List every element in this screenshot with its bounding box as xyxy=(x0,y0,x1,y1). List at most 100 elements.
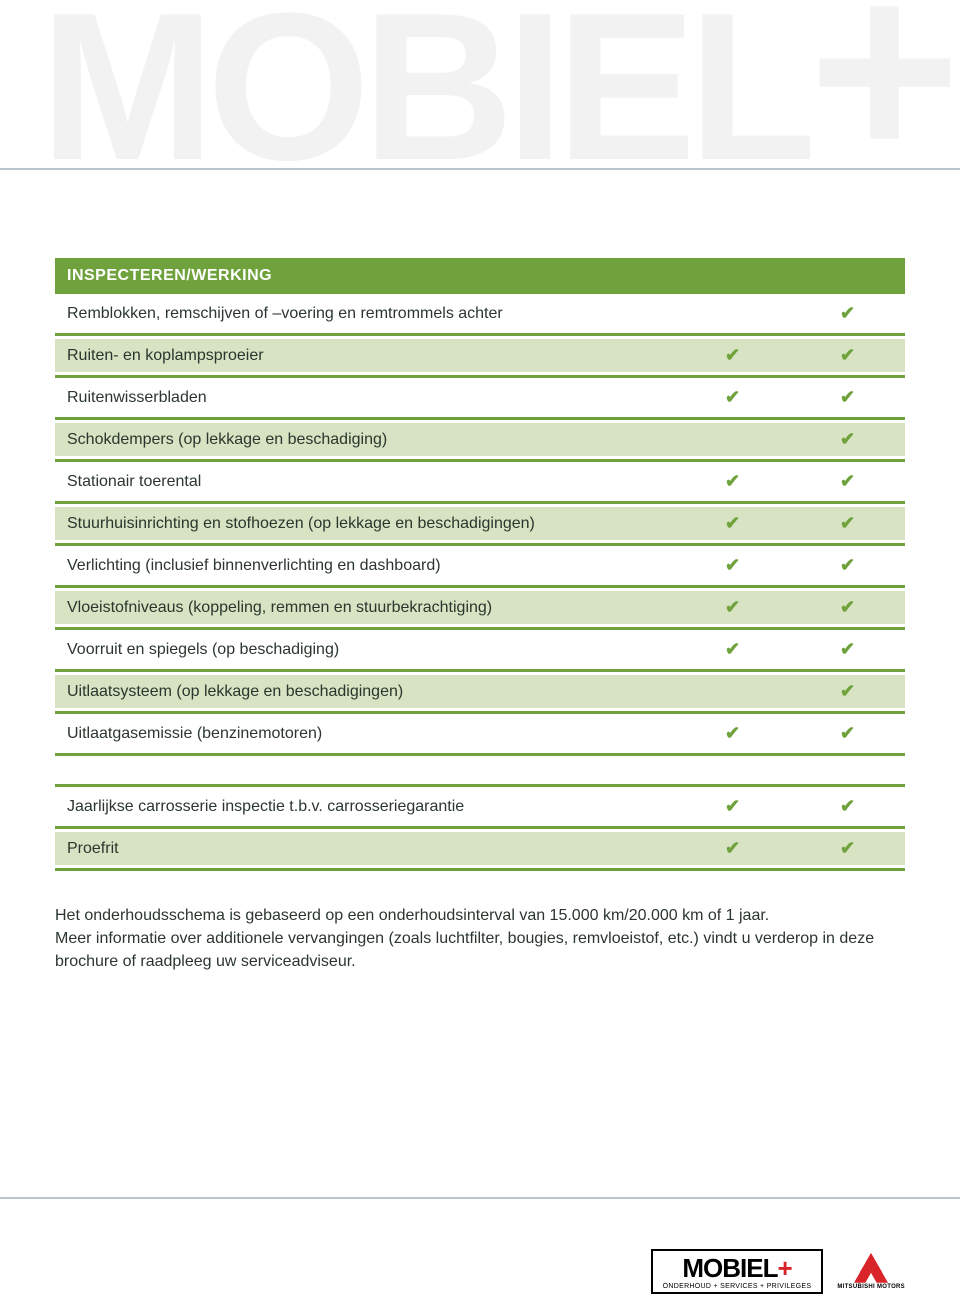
row-separator xyxy=(55,417,905,420)
row-label: Stuurhuisinrichting en stofhoezen (op le… xyxy=(55,507,675,540)
row-check-col1: ✔ xyxy=(675,507,790,540)
row-separator xyxy=(55,333,905,336)
mobiel-logo: MOBIEL+ ONDERHOUD + SERVICES + PRIVILEGE… xyxy=(651,1249,824,1294)
watermark-main: MOBIEL xyxy=(40,0,809,204)
check-icon: ✔ xyxy=(725,471,740,491)
check-icon: ✔ xyxy=(840,681,855,701)
table-row: Stuurhuisinrichting en stofhoezen (op le… xyxy=(55,507,905,540)
row-label: Remblokken, remschijven of –voering en r… xyxy=(55,297,675,330)
mitsubishi-logo: MITSUBISHI MOTORS xyxy=(837,1253,905,1290)
table-top-sep xyxy=(55,784,905,787)
row-check-col1: ✔ xyxy=(675,381,790,414)
check-icon: ✔ xyxy=(840,639,855,659)
content-area: INSPECTEREN/WERKING Remblokken, remschij… xyxy=(55,255,905,974)
check-icon: ✔ xyxy=(840,303,855,323)
watermark-text: MOBIEL+ xyxy=(40,0,952,200)
check-icon: ✔ xyxy=(840,796,855,816)
table-row: Ruitenwisserbladen ✔ ✔ xyxy=(55,381,905,414)
check-icon: ✔ xyxy=(840,513,855,533)
check-icon: ✔ xyxy=(840,555,855,575)
row-separator xyxy=(55,753,905,756)
row-check-col2: ✔ xyxy=(790,381,905,414)
check-icon: ✔ xyxy=(840,597,855,617)
row-check-col2: ✔ xyxy=(790,591,905,624)
check-icon: ✔ xyxy=(725,838,740,858)
row-label: Vloeistofniveaus (koppeling, remmen en s… xyxy=(55,591,675,624)
row-check-col1: ✔ xyxy=(675,339,790,372)
table-header-label: INSPECTEREN/WERKING xyxy=(55,258,905,294)
check-icon: ✔ xyxy=(725,345,740,365)
row-check-col1: ✔ xyxy=(675,790,790,823)
table-row: Stationair toerental ✔ ✔ xyxy=(55,465,905,498)
row-label: Uitlaatsysteem (op lekkage en beschadigi… xyxy=(55,675,675,708)
logo-sub-text: ONDERHOUD + SERVICES + PRIVILEGES xyxy=(663,1283,812,1290)
row-check-col2: ✔ xyxy=(790,549,905,582)
mitsubishi-label: MITSUBISHI MOTORS xyxy=(837,1284,905,1290)
row-label: Schokdempers (op lekkage en beschadiging… xyxy=(55,423,675,456)
row-check-col2: ✔ xyxy=(790,507,905,540)
bottom-divider xyxy=(0,1197,960,1199)
check-icon: ✔ xyxy=(840,471,855,491)
table-gap xyxy=(55,759,905,781)
table-row: Ruiten- en koplampsproeier ✔ ✔ xyxy=(55,339,905,372)
row-check-col1: ✔ xyxy=(675,549,790,582)
check-icon: ✔ xyxy=(840,387,855,407)
row-check-col1 xyxy=(675,423,790,456)
top-divider xyxy=(0,168,960,170)
footnote-line2: Meer informatie over additionele vervang… xyxy=(55,927,905,973)
check-icon: ✔ xyxy=(725,597,740,617)
row-label: Jaarlijkse carrosserie inspectie t.b.v. … xyxy=(55,790,675,823)
check-icon: ✔ xyxy=(840,429,855,449)
row-separator xyxy=(55,459,905,462)
row-separator xyxy=(55,501,905,504)
row-separator xyxy=(55,711,905,714)
check-icon: ✔ xyxy=(725,513,740,533)
logo-main-text: MOBIEL+ xyxy=(663,1255,812,1281)
row-check-col1: ✔ xyxy=(675,465,790,498)
row-separator xyxy=(55,375,905,378)
check-icon: ✔ xyxy=(725,387,740,407)
extra-table: Jaarlijkse carrosserie inspectie t.b.v. … xyxy=(55,781,905,874)
row-check-col1: ✔ xyxy=(675,832,790,865)
table-row: Uitlaatgasemissie (benzinemotoren) ✔ ✔ xyxy=(55,717,905,750)
row-check-col2: ✔ xyxy=(790,633,905,666)
row-check-col2: ✔ xyxy=(790,675,905,708)
table-row: Uitlaatsysteem (op lekkage en beschadigi… xyxy=(55,675,905,708)
row-label: Verlichting (inclusief binnenverlichting… xyxy=(55,549,675,582)
table-row: Remblokken, remschijven of –voering en r… xyxy=(55,297,905,330)
check-icon: ✔ xyxy=(840,838,855,858)
check-icon: ✔ xyxy=(725,555,740,575)
footnote-line1: Het onderhoudsschema is gebaseerd op een… xyxy=(55,904,905,927)
row-label: Stationair toerental xyxy=(55,465,675,498)
footer: MOBIEL+ ONDERHOUD + SERVICES + PRIVILEGE… xyxy=(651,1249,905,1294)
row-check-col1: ✔ xyxy=(675,717,790,750)
row-check-col2: ✔ xyxy=(790,832,905,865)
row-check-col1: ✔ xyxy=(675,591,790,624)
row-check-col2: ✔ xyxy=(790,717,905,750)
row-check-col2: ✔ xyxy=(790,790,905,823)
row-label: Voorruit en spiegels (op beschadiging) xyxy=(55,633,675,666)
check-icon: ✔ xyxy=(840,345,855,365)
row-check-col2: ✔ xyxy=(790,339,905,372)
row-label: Ruitenwisserbladen xyxy=(55,381,675,414)
row-label: Proefrit xyxy=(55,832,675,865)
watermark-plus: + xyxy=(809,0,953,215)
row-separator xyxy=(55,826,905,829)
row-separator xyxy=(55,868,905,871)
check-icon: ✔ xyxy=(725,639,740,659)
row-label: Uitlaatgasemissie (benzinemotoren) xyxy=(55,717,675,750)
check-icon: ✔ xyxy=(725,723,740,743)
check-icon: ✔ xyxy=(840,723,855,743)
check-icon: ✔ xyxy=(725,796,740,816)
row-check-col1 xyxy=(675,297,790,330)
row-separator xyxy=(55,627,905,630)
row-separator xyxy=(55,585,905,588)
row-check-col1: ✔ xyxy=(675,633,790,666)
inspection-table: INSPECTEREN/WERKING Remblokken, remschij… xyxy=(55,255,905,759)
row-check-col2: ✔ xyxy=(790,465,905,498)
footnote-block: Het onderhoudsschema is gebaseerd op een… xyxy=(55,904,905,974)
row-label: Ruiten- en koplampsproeier xyxy=(55,339,675,372)
row-separator xyxy=(55,669,905,672)
table-header-row: INSPECTEREN/WERKING xyxy=(55,258,905,294)
table-row: Verlichting (inclusief binnenverlichting… xyxy=(55,549,905,582)
